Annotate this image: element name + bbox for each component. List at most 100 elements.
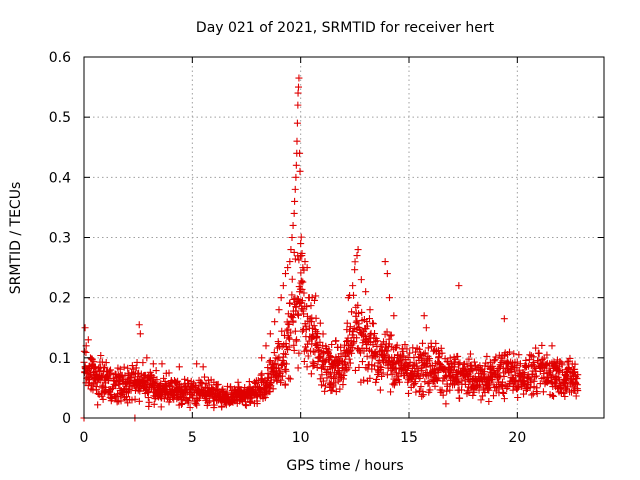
data-point bbox=[298, 277, 306, 285]
data-point bbox=[463, 387, 471, 395]
data-point bbox=[294, 364, 302, 372]
data-point bbox=[446, 386, 454, 394]
data-point bbox=[397, 353, 405, 361]
data-point bbox=[401, 341, 409, 349]
data-point bbox=[351, 258, 359, 266]
data-point bbox=[309, 348, 317, 356]
data-point bbox=[321, 382, 329, 390]
data-point bbox=[495, 385, 503, 393]
data-point bbox=[107, 390, 115, 398]
data-point bbox=[295, 83, 302, 91]
data-point bbox=[381, 258, 389, 266]
data-point bbox=[390, 312, 398, 320]
data-point bbox=[303, 264, 311, 272]
data-point bbox=[349, 282, 357, 290]
data-point bbox=[417, 383, 425, 391]
data-point bbox=[326, 354, 334, 362]
data-point bbox=[144, 394, 152, 402]
data-point bbox=[446, 354, 454, 362]
data-point bbox=[308, 318, 315, 326]
data-point bbox=[355, 310, 363, 318]
data-point bbox=[516, 360, 524, 368]
data-point bbox=[277, 376, 285, 384]
data-point bbox=[160, 374, 168, 382]
data-point bbox=[337, 343, 345, 351]
data-point bbox=[323, 348, 331, 356]
data-point bbox=[284, 264, 292, 272]
data-point bbox=[500, 372, 508, 380]
data-point bbox=[379, 369, 387, 377]
data-point bbox=[404, 353, 412, 361]
data-point bbox=[245, 378, 253, 386]
data-point bbox=[105, 370, 113, 378]
data-point bbox=[145, 398, 153, 406]
data-point bbox=[388, 370, 396, 378]
data-point bbox=[116, 365, 124, 373]
data-point bbox=[152, 367, 160, 375]
data-point bbox=[425, 379, 433, 387]
data-point bbox=[548, 391, 556, 399]
data-point bbox=[442, 400, 450, 408]
data-point bbox=[342, 337, 350, 345]
data-point bbox=[295, 256, 303, 264]
data-point bbox=[412, 348, 419, 356]
data-point bbox=[290, 248, 298, 256]
data-point bbox=[288, 291, 296, 299]
data-point bbox=[197, 378, 205, 386]
data-point bbox=[573, 381, 581, 389]
data-point bbox=[312, 292, 320, 300]
data-point bbox=[186, 403, 194, 411]
data-point bbox=[293, 137, 301, 145]
data-point bbox=[354, 301, 362, 309]
data-point bbox=[297, 233, 305, 241]
data-point bbox=[296, 149, 304, 157]
data-point bbox=[399, 347, 407, 355]
data-point bbox=[373, 337, 381, 345]
data-point bbox=[561, 393, 569, 401]
data-point bbox=[466, 350, 474, 358]
data-point bbox=[289, 317, 297, 325]
data-point bbox=[497, 359, 505, 367]
data-point bbox=[94, 401, 102, 409]
data-point bbox=[548, 342, 556, 350]
data-point bbox=[247, 398, 255, 406]
data-point bbox=[298, 252, 306, 260]
data-point bbox=[396, 378, 404, 386]
data-point bbox=[327, 353, 335, 361]
data-point bbox=[157, 403, 165, 411]
data-point bbox=[307, 302, 315, 310]
data-point bbox=[180, 390, 188, 398]
data-point bbox=[574, 387, 582, 395]
data-point bbox=[387, 331, 395, 339]
data-point bbox=[483, 352, 491, 360]
data-point bbox=[293, 119, 301, 127]
data-point bbox=[332, 337, 340, 345]
data-point bbox=[214, 380, 222, 388]
data-point bbox=[351, 266, 359, 274]
data-point bbox=[185, 397, 193, 405]
data-point bbox=[422, 324, 430, 332]
data-point bbox=[97, 352, 105, 360]
data-point bbox=[175, 363, 183, 371]
data-point bbox=[571, 360, 579, 368]
data-point bbox=[420, 350, 428, 358]
data-point bbox=[346, 348, 354, 356]
data-point bbox=[386, 332, 394, 340]
data-point bbox=[231, 385, 239, 393]
data-point bbox=[296, 167, 304, 175]
data-point bbox=[348, 349, 356, 357]
data-point bbox=[300, 310, 308, 318]
data-point bbox=[204, 399, 212, 407]
y-tick-label: 0.4 bbox=[49, 170, 71, 186]
data-point bbox=[393, 341, 401, 349]
data-point bbox=[135, 321, 143, 329]
x-axis-label: GPS time / hours bbox=[286, 458, 403, 474]
y-tick-label: 0.5 bbox=[49, 110, 71, 126]
data-point bbox=[178, 400, 185, 408]
axes: 0 5 10 15 20 0 0.1 0.2 0.3 0.4 0.5 0.6 bbox=[49, 50, 605, 446]
data-point bbox=[306, 315, 314, 323]
data-point bbox=[90, 358, 98, 366]
data-point bbox=[358, 308, 366, 316]
data-point bbox=[535, 349, 543, 357]
data-point bbox=[262, 342, 270, 350]
